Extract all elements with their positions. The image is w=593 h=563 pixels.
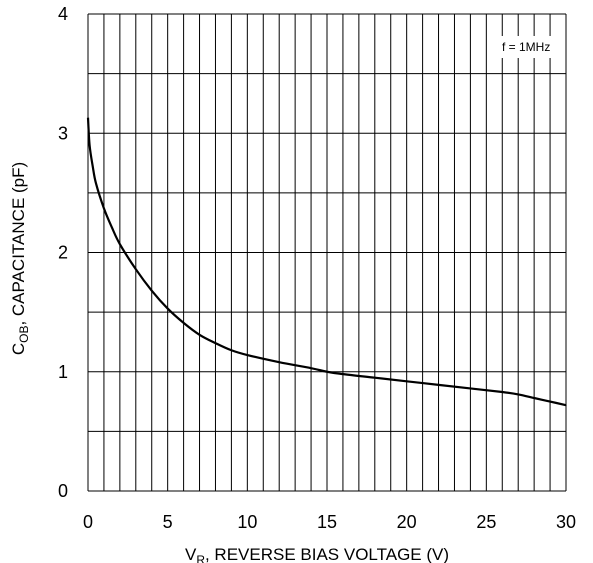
x-tick-label: 5 [163,512,173,532]
y-tick-label: 2 [58,243,68,263]
x-tick-label: 0 [83,512,93,532]
y-axis-title: COB, CAPACITANCE (pF) [9,162,31,355]
x-tick-label: 10 [237,512,257,532]
data-point [214,342,217,344]
x-axis-title-main: V [185,545,197,563]
data-point [103,207,105,209]
y-tick-label: 4 [58,4,68,24]
data-point [167,307,169,310]
y-axis-title-main: C [9,343,28,355]
data-point [517,393,519,396]
frequency-annotation: f = 1MHz [502,40,550,54]
y-tick-label: 1 [58,362,68,382]
data-point [469,387,471,390]
data-point [230,349,232,351]
y-tick-label: 0 [58,481,68,501]
data-point [92,166,94,168]
x-axis-title: VR, REVERSE BIAS VOLTAGE (V) [185,545,449,563]
y-axis-title-rest: , CAPACITANCE (pF) [9,162,28,326]
data-point [326,371,328,373]
data-point [183,322,185,324]
data-point [374,377,376,379]
data-point [437,384,440,386]
data-point [246,354,248,356]
data-point [95,182,97,184]
series-line [86,117,567,407]
data-point [119,243,121,245]
data-point [278,361,280,363]
data-point [198,334,201,336]
data-point [151,290,153,292]
x-tick-label: 25 [476,512,496,532]
data-point [310,367,312,369]
data-point [88,144,91,146]
annotation-box [500,36,552,58]
data-point [549,400,551,403]
data-point [342,373,344,375]
data-point [135,268,137,270]
x-tick-label: 30 [556,512,576,532]
data-point [533,397,535,399]
grid [87,13,567,492]
x-tick-label: 15 [317,512,337,532]
x-axis-title-rest: , REVERSE BIAS VOLTAGE (V) [205,545,449,563]
y-tick-label: 3 [58,123,68,143]
plot-area [86,117,567,407]
data-point [87,117,89,119]
data-point [501,391,503,393]
data-point [111,226,113,229]
x-tick-label: 20 [397,512,417,532]
data-point [406,380,408,382]
tick-labels: 0 5 10 15 20 25 30 0 1 2 3 4 [58,4,576,532]
y-axis-title-sub: OB [17,326,31,343]
x-axis-title-sub: R [196,553,205,563]
data-point [565,404,567,406]
